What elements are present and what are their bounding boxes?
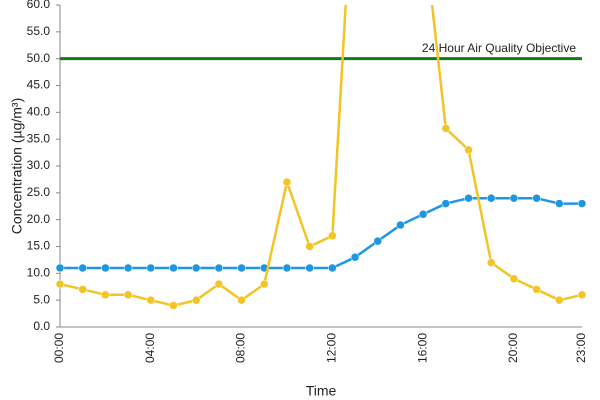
point: [191, 295, 201, 305]
point: [55, 279, 65, 289]
y-tick-label: 25.0: [27, 185, 51, 199]
y-tick-label: 45.0: [27, 78, 51, 92]
x-axis-label: Time: [306, 383, 337, 399]
x-tick-label: 16:00: [415, 333, 429, 363]
point: [214, 279, 224, 289]
point: [55, 263, 65, 273]
point: [305, 263, 314, 273]
x-tick-label: 00:00: [52, 333, 66, 363]
y-tick-label: 55.0: [27, 24, 51, 38]
y-tick-label: 20.0: [27, 212, 51, 226]
y-axis-label: Concentration (µg/m³): [9, 98, 25, 234]
point: [282, 263, 292, 273]
point: [123, 263, 133, 273]
y-tick-label: 0.0: [33, 319, 50, 333]
point: [328, 231, 337, 241]
point: [396, 220, 405, 230]
point: [464, 193, 473, 203]
plot-area: [55, 5, 587, 310]
point: [577, 290, 587, 300]
y-tick-label: 35.0: [27, 131, 51, 145]
x-tick-label: 12:00: [325, 333, 339, 363]
x-tick-label: 04:00: [143, 333, 157, 363]
point: [555, 295, 564, 305]
y-tick-label: 40.0: [27, 105, 51, 119]
point: [486, 193, 496, 203]
x-tick-label: 23:00: [574, 333, 588, 363]
point: [101, 290, 110, 300]
point: [328, 263, 337, 273]
point: [532, 285, 541, 294]
point: [509, 274, 519, 283]
y-tick-label: 15.0: [27, 239, 51, 253]
series-line: [60, 196, 582, 270]
point: [78, 285, 87, 294]
point: [555, 199, 564, 208]
point: [169, 301, 178, 310]
point: [146, 263, 156, 273]
point: [486, 258, 496, 267]
point: [577, 199, 587, 208]
y-tick-label: 50.0: [27, 51, 51, 65]
point: [260, 279, 269, 289]
x-tick-label: 20:00: [506, 333, 520, 363]
point: [169, 263, 178, 273]
point: [441, 124, 451, 133]
point: [509, 193, 519, 203]
point: [101, 263, 110, 273]
point: [373, 236, 382, 246]
point: [123, 290, 133, 300]
point: [214, 263, 224, 273]
point: [418, 210, 428, 219]
point: [237, 295, 246, 305]
point: [305, 242, 314, 251]
point: [237, 263, 246, 273]
point: [282, 177, 292, 187]
point: [146, 295, 156, 305]
point: [441, 199, 451, 208]
y-tick-label: 30.0: [27, 158, 51, 172]
y-tick-label: 60.0: [27, 0, 51, 11]
y-tick-label: 10.0: [27, 266, 51, 280]
point: [532, 193, 541, 203]
point: [78, 263, 87, 273]
x-tick-label: 08:00: [234, 333, 248, 363]
threshold-label: 24 Hour Air Quality Objective: [422, 41, 576, 55]
y-tick-label: 5.0: [33, 292, 50, 306]
point: [191, 263, 201, 273]
point: [464, 145, 473, 155]
point: [350, 252, 360, 262]
